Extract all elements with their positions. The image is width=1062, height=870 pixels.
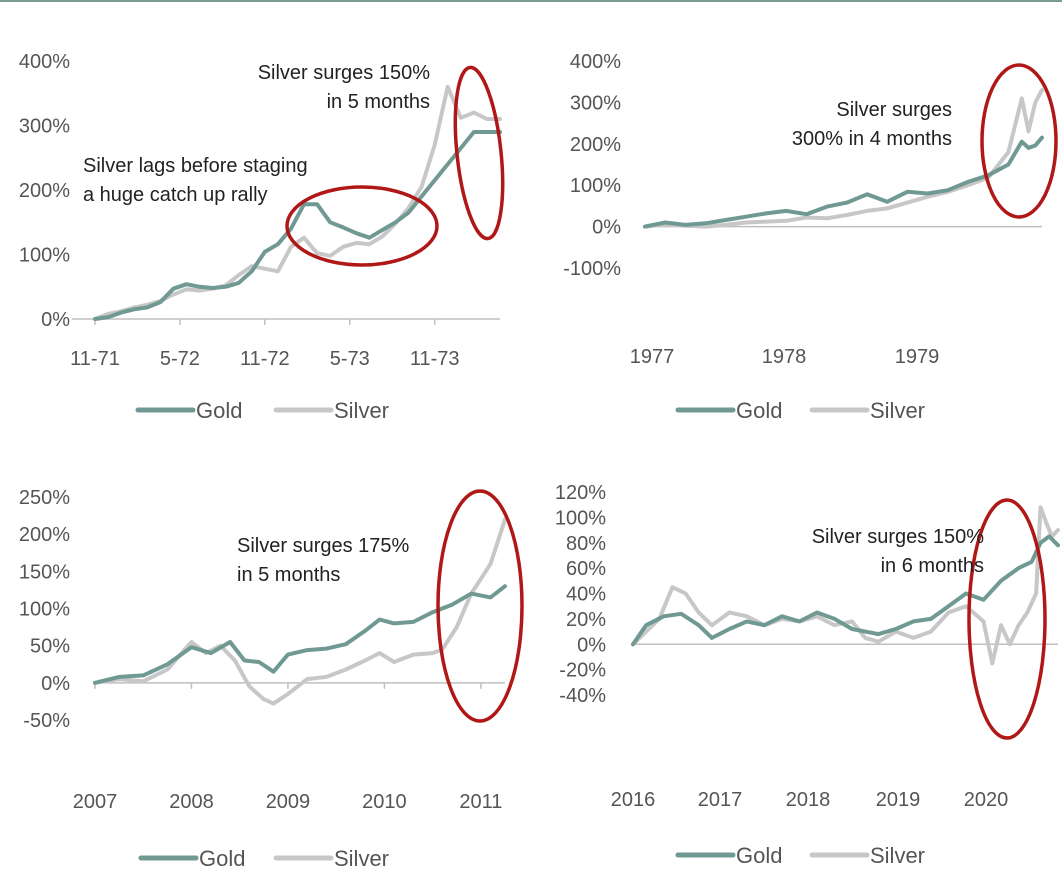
legend-silver-label: Silver: [870, 398, 925, 423]
y-tick-label: 400%: [570, 51, 621, 73]
annotation-text: in 6 months: [881, 555, 984, 577]
legend-gold-label: Gold: [199, 846, 245, 870]
gold-series-line: [643, 135, 1044, 229]
x-tick-label: 11-72: [240, 348, 290, 370]
x-tick-label: 11-71: [70, 348, 120, 370]
highlight-ellipse: [967, 498, 1047, 740]
x-tick-label: 2016: [611, 789, 656, 811]
y-tick-label: -20%: [559, 660, 606, 682]
x-tick-label: 2011: [459, 791, 502, 813]
y-tick-label: 200%: [19, 180, 70, 202]
annotation-text: in 5 months: [237, 564, 340, 586]
legend-gold-label: Gold: [196, 398, 242, 423]
annotation-text: a huge catch up rally: [83, 184, 268, 206]
gold-series-line: [93, 130, 502, 321]
legend-gold-label: Gold: [736, 843, 782, 868]
gold-series-line: [631, 534, 1060, 647]
x-tick-label: 5-73: [330, 348, 370, 370]
x-tick-label: 2009: [266, 791, 311, 813]
x-tick-label: 1977: [630, 346, 675, 368]
chart-panel-1971-1974: 0% 100% 200% 300% 400% 11-71 5-72 11-72 5-73 11-7…: [19, 51, 505, 423]
annotation-text: Silver surges 175%: [237, 535, 410, 557]
x-tick-label: 1979: [895, 346, 940, 368]
y-tick-label: 0%: [592, 217, 621, 239]
y-tick-label: -40%: [559, 685, 606, 707]
x-tick-label: 2007: [73, 791, 118, 813]
y-tick-label: 150%: [19, 561, 70, 583]
y-tick-label: 0%: [577, 634, 606, 656]
annotation-text: Silver surges: [836, 99, 952, 121]
y-tick-label: 60%: [566, 558, 606, 580]
top-rule: [0, 0, 1062, 2]
silver-series-line: [643, 88, 1044, 229]
silver-series-line: [631, 505, 1060, 666]
y-tick-label: 100%: [570, 175, 621, 197]
legend-gold-label: Gold: [736, 398, 782, 423]
y-tick-label: 0%: [41, 673, 70, 695]
y-tick-label: 400%: [19, 51, 70, 73]
y-tick-label: -100%: [563, 258, 621, 280]
y-tick-label: -50%: [23, 710, 70, 732]
chart-panel-2007-2011: -50% 0% 50% 100% 150% 200% 250% 2007 2008 2009 201…: [19, 487, 524, 870]
y-tick-label: 20%: [566, 609, 606, 631]
annotation-text: Silver lags before staging: [83, 155, 308, 177]
highlight-ellipse: [453, 65, 505, 241]
y-tick-label: 40%: [566, 584, 606, 606]
x-tick-label: 2008: [169, 791, 214, 813]
y-tick-label: 250%: [19, 487, 70, 509]
y-tick-label: 200%: [19, 524, 70, 546]
y-tick-label: 100%: [19, 599, 70, 621]
y-tick-label: 50%: [30, 636, 70, 658]
y-tick-label: 200%: [570, 134, 621, 156]
annotation-text: in 5 months: [327, 91, 430, 113]
x-tick-label: 2020: [964, 789, 1009, 811]
x-tick-label: 5-72: [160, 348, 200, 370]
y-tick-label: 0%: [41, 309, 70, 331]
y-tick-label: 300%: [19, 116, 70, 138]
highlight-ellipse: [436, 489, 524, 723]
highlight-ellipse: [285, 185, 439, 267]
annotation-text: Silver surges 150%: [258, 62, 431, 84]
y-tick-label: 100%: [555, 507, 606, 529]
x-tick-label: 1978: [762, 346, 807, 368]
legend-silver-label: Silver: [334, 398, 389, 423]
x-tick-label: 2018: [786, 789, 831, 811]
y-tick-label: 300%: [570, 92, 621, 114]
x-tick-label: 11-73: [410, 348, 460, 370]
x-tick-label: 2010: [362, 791, 407, 813]
annotation-text: 300% in 4 months: [792, 128, 952, 150]
y-tick-label: 120%: [555, 482, 606, 504]
legend-silver-label: Silver: [334, 846, 389, 870]
chart-panel-1977-1979: -100% 0% 100% 200% 300% 400% 1977 1978 1979 Silve…: [563, 51, 1058, 423]
silver-series-line: [93, 517, 507, 706]
y-tick-label: 80%: [566, 533, 606, 555]
y-tick-label: 100%: [19, 245, 70, 267]
highlight-ellipse: [980, 63, 1058, 219]
chart-panel-2016-2020: -40% -20% 0% 20% 40% 60% 80% 100% 120% 2016 2017 20…: [555, 482, 1060, 868]
annotation-text: Silver surges 150%: [812, 526, 985, 548]
legend-silver-label: Silver: [870, 843, 925, 868]
x-tick-label: 2019: [876, 789, 921, 811]
x-tick-label: 2017: [698, 789, 743, 811]
